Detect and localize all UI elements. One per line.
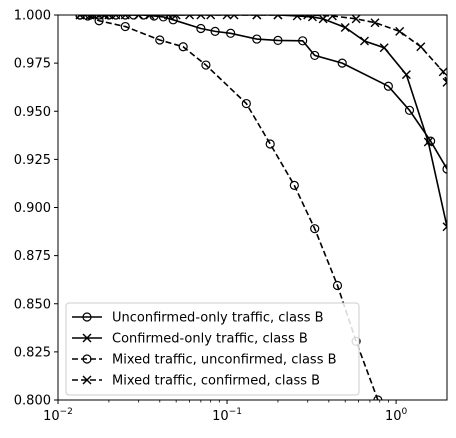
legend-label: Mixed traffic, confirmed, class B	[112, 374, 320, 389]
data-point	[438, 67, 447, 77]
data-point	[120, 21, 130, 32]
series-1	[75, 15, 447, 174]
data-point	[201, 60, 211, 70]
data-point	[206, 15, 216, 20]
data-point	[168, 15, 178, 25]
data-point	[416, 42, 426, 52]
data-point	[75, 15, 85, 20]
data-point	[298, 36, 308, 46]
data-point	[273, 15, 283, 20]
data-point	[340, 23, 350, 33]
data-point	[75, 15, 85, 20]
data-point	[370, 18, 380, 28]
data-point	[134, 15, 144, 20]
data-point	[395, 26, 405, 36]
data-point	[229, 15, 239, 20]
data-point	[120, 15, 130, 20]
data-point	[303, 15, 313, 20]
series-4	[75, 15, 447, 87]
legend-marker	[82, 354, 92, 364]
y-tick-label: 0.925	[14, 153, 51, 168]
x-axis: 10−2 10−1 100	[43, 400, 408, 424]
y-tick-label: 0.825	[14, 345, 51, 360]
data-point	[128, 15, 139, 20]
y-tick-label: 0.800	[14, 394, 51, 409]
series-line	[80, 15, 447, 170]
x-tick-label: 10−1	[212, 407, 242, 424]
data-point	[241, 98, 251, 109]
data-point	[111, 15, 121, 20]
data-point	[404, 105, 415, 115]
data-point	[88, 15, 98, 20]
legend-marker	[82, 375, 92, 385]
y-tick-label: 0.975	[14, 57, 51, 72]
data-point	[442, 164, 447, 174]
data-point	[373, 395, 383, 400]
data-point	[292, 15, 302, 21]
data-point	[310, 50, 320, 61]
y-tick-label: 0.875	[14, 249, 51, 264]
data-point	[310, 224, 320, 234]
data-point	[273, 35, 283, 46]
legend-item: Unconfirmed-only traffic, class B	[72, 311, 324, 326]
data-point	[163, 15, 173, 20]
y-tick-label: 0.950	[14, 105, 51, 120]
data-point	[138, 15, 148, 20]
legend-marker	[82, 312, 92, 322]
data-point	[222, 15, 232, 20]
legend-item: Confirmed-only traffic, class B	[72, 332, 308, 347]
y-tick-label: 1.000	[14, 9, 51, 24]
data-point	[252, 15, 262, 20]
data-point	[226, 28, 236, 38]
legend-label: Unconfirmed-only traffic, class B	[112, 311, 324, 326]
data-point	[178, 42, 188, 52]
data-point	[196, 15, 206, 20]
data-point	[401, 70, 411, 80]
legend-item: Mixed traffic, unconfirmed, class B	[72, 353, 337, 368]
data-point	[94, 15, 104, 20]
data-point	[210, 26, 220, 36]
y-tick-label: 0.850	[14, 297, 51, 312]
y-tick-label: 0.900	[14, 201, 51, 216]
data-point	[337, 58, 347, 68]
legend-item: Mixed traffic, confirmed, class B	[72, 374, 320, 389]
data-point	[94, 16, 104, 26]
data-point	[307, 15, 317, 22]
data-point	[423, 137, 433, 147]
data-point	[171, 15, 181, 20]
legend-box	[65, 302, 360, 396]
legend-label: Confirmed-only traffic, class B	[112, 332, 308, 347]
data-point	[332, 280, 343, 291]
data-point	[252, 34, 262, 44]
legend-label: Mixed traffic, unconfirmed, class B	[112, 353, 337, 368]
data-point	[327, 15, 337, 21]
data-point	[100, 15, 110, 20]
data-point	[351, 15, 361, 24]
data-point	[145, 15, 155, 20]
data-point	[104, 15, 114, 20]
data-point	[155, 35, 165, 45]
data-point	[111, 15, 121, 20]
data-point	[359, 36, 369, 46]
legend-marker	[82, 333, 92, 343]
data-point	[120, 15, 130, 20]
legend: Unconfirmed-only traffic, class B Confirm…	[65, 302, 360, 396]
data-point	[379, 43, 389, 53]
data-point	[442, 77, 447, 87]
data-point	[442, 222, 447, 232]
data-point	[196, 23, 206, 34]
x-tick-label: 100	[385, 407, 408, 424]
series-line	[80, 15, 447, 227]
data-point	[383, 81, 393, 91]
data-point	[265, 139, 275, 149]
y-axis: 0.800 0.825 0.850 0.875 0.900 0.925 0.950 0.975…	[14, 9, 58, 409]
data-point	[185, 15, 195, 20]
data-point	[289, 180, 299, 190]
x-tick-label: 10−2	[43, 407, 73, 424]
